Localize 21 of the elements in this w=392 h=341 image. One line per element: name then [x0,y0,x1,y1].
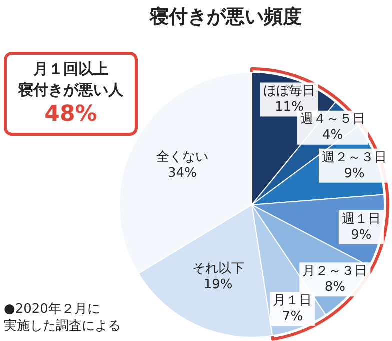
text: 寝付きが悪い人 [17,80,124,101]
slice-label: 月２～３日 [302,264,368,279]
slice-label: 全くない [156,150,208,166]
slice-label: ほぼ毎日 [263,84,316,100]
slice-label: 月１日 [273,293,312,308]
slice-label: 週２～３日 [322,150,387,166]
chart-title: 寝付きが悪い頻度 [150,5,302,30]
data-label: 8% [324,280,346,295]
text: ●2020年２月に [4,301,102,318]
slice-label: 週１日 [342,212,381,227]
data-label: 9% [351,228,372,243]
data-label: 4% [322,128,344,144]
data-label: 19% [204,278,233,293]
text: 月１回以上 [32,59,110,80]
text: 48% [44,101,98,129]
data-label: 7% [282,309,304,324]
slice-label: それ以下 [192,262,244,277]
data-label: 34% [168,166,197,182]
slice-label: 週４～５日 [300,112,366,128]
text: 実施した調査による [4,318,121,335]
data-label: 9% [344,166,365,182]
